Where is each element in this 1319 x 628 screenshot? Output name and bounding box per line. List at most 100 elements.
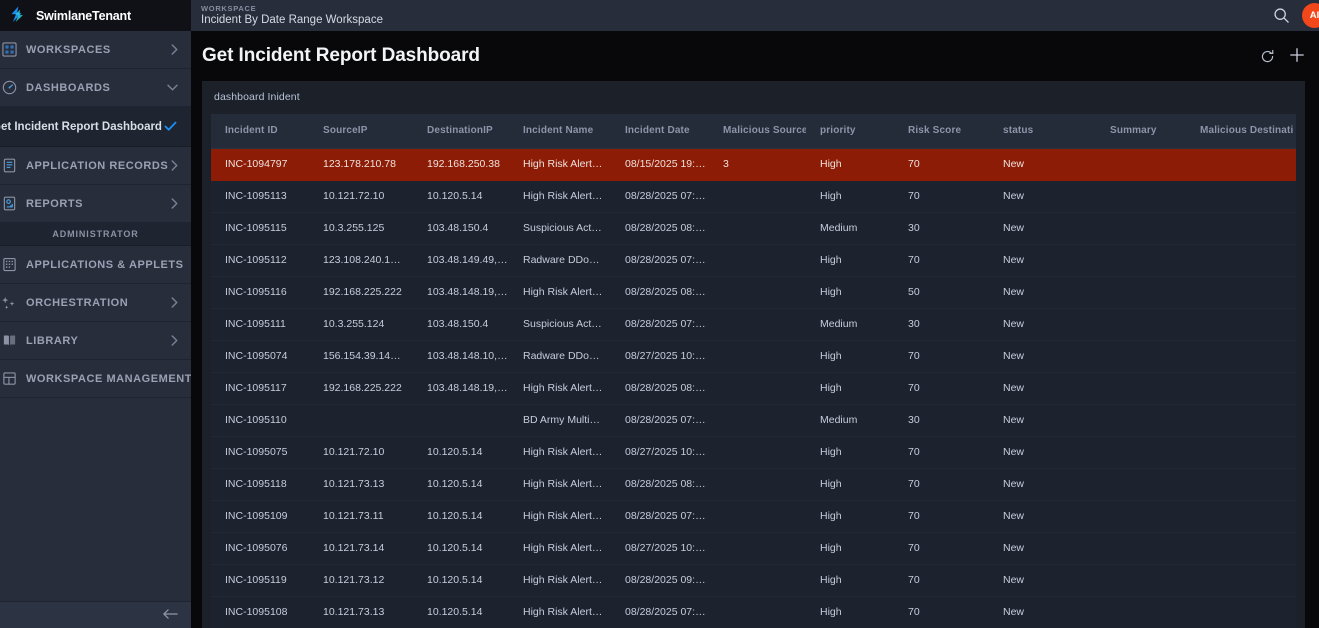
column-header[interactable]: DestinationIP [413,114,509,149]
table-row[interactable]: INC-1095111 10.3.255.124 103.48.150.4 Suspi… [211,308,1296,341]
widget-title: dashboard Inident [214,91,300,103]
sidebar-item-get-incident-report-dashboard[interactable]: Get Incident Report Dashboard [0,107,191,147]
table-row[interactable]: INC-1095108 10.121.73.13 10.120.5.14 High R… [211,596,1296,628]
table-cell [1096,276,1186,309]
table-cell: INC-1095074 [211,340,309,373]
table-cell [709,340,806,373]
table-cell: New [989,500,1096,533]
table-cell [709,244,806,277]
table-cell: 103.48.148.10,… [413,340,509,373]
column-header[interactable]: priority [806,114,894,149]
table-cell: Suspicious Act… [509,212,611,245]
column-header[interactable]: Incident Name [509,114,611,149]
table-cell [709,180,806,213]
table-cell: INC-1095076 [211,532,309,565]
sidebar-item-workspace-management[interactable]: WORKSPACE MANAGEMENT [0,360,191,398]
table-cell: High [806,148,894,181]
table-header: Incident ID SourceIP DestinationIP Incident… [211,114,1296,149]
column-header[interactable]: Incident Date [611,114,709,149]
table-body: INC-1094797 123.178.210.78 192.168.250.38 H… [211,148,1296,628]
table-cell: 156.154.39.14… [309,340,413,373]
sidebar-item-dashboards[interactable]: DASHBOARDS [0,69,191,107]
column-header[interactable]: Risk Score [894,114,989,149]
table-row[interactable]: INC-1095074 156.154.39.14… 103.48.148.10,…… [211,340,1296,373]
table-cell: 10.120.5.14 [413,532,509,565]
table-cell: Radware DDo… [509,244,611,277]
sidebar-item-orchestration[interactable]: ORCHESTRATION [0,284,191,322]
table-cell [1096,468,1186,501]
table-cell [1096,340,1186,373]
chevron-right-icon [170,334,179,347]
incident-table-container[interactable]: Incident ID SourceIP DestinationIP Incident… [211,114,1296,628]
table-cell: New [989,244,1096,277]
reports-icon [0,194,20,214]
sidebar-collapse-button[interactable] [0,601,191,628]
table-cell: 08/28/2025 07:… [611,596,709,628]
column-header[interactable]: Malicious Destinati [1186,114,1296,149]
table-cell: High [806,180,894,213]
table-row[interactable]: INC-1095112 123.108.240.1… 103.48.149.49,…… [211,244,1296,277]
table-row[interactable]: INC-1095110 BD Army Multi… 08/28/2025 07:…… [211,404,1296,437]
table-cell: 50 [894,276,989,309]
table-row[interactable]: INC-1095113 10.121.72.10 10.120.5.14 High R… [211,180,1296,213]
chevron-right-icon [170,43,179,56]
chevron-down-icon [166,83,179,92]
table-cell [1186,276,1296,309]
table-row[interactable]: INC-1094797 123.178.210.78 192.168.250.38 H… [211,148,1296,181]
workspace-management-icon [0,369,20,389]
sidebar-item-workspaces[interactable]: WORKSPACES [0,31,191,69]
table-cell: INC-1094797 [211,148,309,181]
plus-icon[interactable] [1289,46,1305,67]
table-cell: INC-1095112 [211,244,309,277]
table-cell: 08/27/2025 10:… [611,436,709,469]
table-cell: Radware DDo… [509,340,611,373]
sidebar-item-applications-applets[interactable]: APPLICATIONS & APPLETS [0,246,191,284]
table-cell: New [989,532,1096,565]
table-cell: 08/27/2025 10:… [611,340,709,373]
table-cell: High Risk Alert… [509,436,611,469]
table-row[interactable]: INC-1095076 10.121.73.14 10.120.5.14 High R… [211,532,1296,565]
column-header[interactable]: Incident ID [211,114,309,149]
column-header[interactable]: Malicious Source IP [709,114,806,149]
brand-header[interactable]: SwimlaneTenant [0,0,191,31]
column-header[interactable]: status [989,114,1096,149]
workspace-eyebrow-label: WORKSPACE [201,3,257,13]
table-row[interactable]: INC-1095109 10.121.73.11 10.120.5.14 High R… [211,500,1296,533]
table-cell [1186,148,1296,181]
table-row[interactable]: INC-1095115 10.3.255.125 103.48.150.4 Suspi… [211,212,1296,245]
column-header[interactable]: SourceIP [309,114,413,149]
table-cell: Suspicious Act… [509,308,611,341]
table-row[interactable]: INC-1095075 10.121.72.10 10.120.5.14 High R… [211,436,1296,469]
table-cell: 103.48.148.19,… [413,276,509,309]
sidebar-item-application-records[interactable]: APPLICATION RECORDS [0,147,191,185]
table-row[interactable]: INC-1095116 192.168.225.222 103.48.148.19,… [211,276,1296,309]
page-actions [1260,46,1305,67]
search-icon[interactable] [1273,7,1290,24]
sidebar: SwimlaneTenant WORKSPACES [0,0,191,628]
refresh-icon[interactable] [1260,49,1275,64]
table-cell [709,212,806,245]
table-cell: 70 [894,564,989,597]
table-row[interactable]: INC-1095118 10.121.73.13 10.120.5.14 High R… [211,468,1296,501]
table-cell: 10.121.73.13 [309,468,413,501]
table-cell [1186,244,1296,277]
table-cell: High Risk Alert… [509,180,611,213]
table-cell [1096,404,1186,437]
table-cell: 70 [894,500,989,533]
table-cell: 103.48.150.4 [413,212,509,245]
table-cell [1186,468,1296,501]
avatar[interactable]: AI [1302,3,1319,28]
page-header: Get Incident Report Dashboard [191,31,1319,81]
top-bar: WORKSPACE Incident By Date Range Workspa… [191,0,1319,31]
table-row[interactable]: INC-1095119 10.121.73.12 10.120.5.14 High R… [211,564,1296,597]
column-header[interactable]: Summary [1096,114,1186,149]
sidebar-item-reports[interactable]: REPORTS [0,185,191,223]
table-cell [709,436,806,469]
table-cell: High Risk Alert… [509,500,611,533]
table-cell: New [989,564,1096,597]
table-cell: High [806,564,894,597]
workspace-breadcrumb[interactable]: WORKSPACE Incident By Date Range Workspa… [201,3,383,27]
table-row[interactable]: INC-1095117 192.168.225.222 103.48.148.19,… [211,372,1296,405]
sidebar-item-library[interactable]: LIBRARY [0,322,191,360]
sidebar-item-label: LIBRARY [26,334,79,347]
